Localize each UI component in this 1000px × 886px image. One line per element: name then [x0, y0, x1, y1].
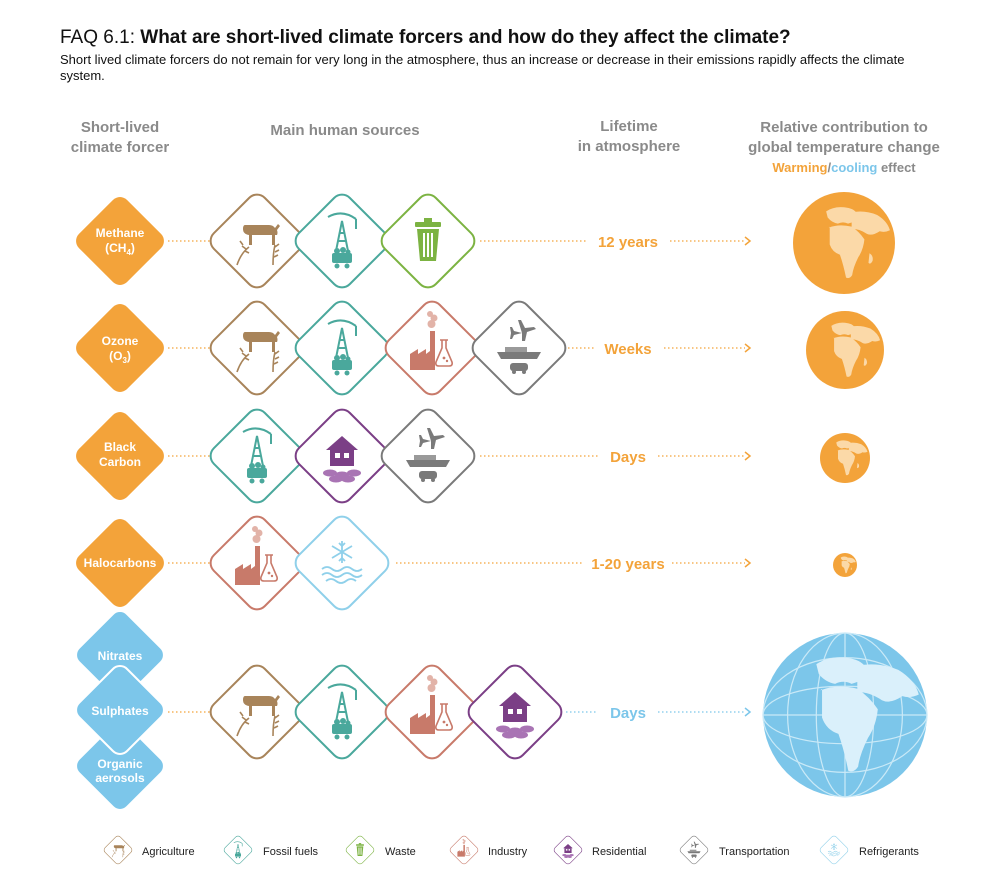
forcer-halocarbons-label: Halocarbons — [84, 556, 157, 570]
forcer-organic-aerosols: Organic aerosols — [75, 721, 165, 811]
agriculture-icon — [205, 296, 309, 400]
slash: / — [827, 160, 832, 175]
legend-item-agriculture: Agriculture — [102, 834, 195, 866]
header: FAQ 6.1: What are short-lived climate fo… — [60, 26, 960, 84]
column-header-lifetime-line2: in atmosphere — [577, 138, 681, 155]
column-header-forcer-line1: Short-lived — [80, 119, 160, 136]
waste-icon — [376, 189, 480, 293]
forcer-sulphates: Sulphates — [75, 665, 165, 755]
row-ozone: Ozone (O3) Weeks — [76, 296, 884, 400]
forcer-methane-line1: Methane — [96, 226, 145, 240]
column-header-contribution: Relative contribution to global temperat… — [720, 118, 968, 178]
residential-icon — [290, 404, 394, 508]
column-header-contribution-line2: global temperature change — [748, 139, 940, 156]
legend-label-refrigerants: Refrigerants — [859, 846, 919, 858]
residential-icon — [463, 660, 567, 764]
cooling-globe-aerosols — [763, 633, 927, 797]
industry-icon — [380, 660, 484, 764]
legend-label-transportation: Transportation — [719, 846, 790, 858]
fossil-fuels-icon — [290, 189, 394, 293]
column-header-sources-label: Main human sources — [270, 122, 420, 139]
forcer-organic-line1: Organic — [97, 757, 143, 771]
effect-key: Warming/cooling effect — [720, 158, 968, 178]
industry-icon — [380, 296, 484, 400]
forcer-black-carbon: Black Carbon — [76, 412, 164, 500]
column-header-forcer: Short-lived climate forcer — [40, 118, 200, 158]
column-header-sources: Main human sources — [230, 121, 460, 141]
legend-item-waste: Waste — [344, 834, 416, 866]
fossil-fuels-icon — [290, 296, 394, 400]
transportation-icon — [467, 296, 571, 400]
column-header-lifetime-line1: Lifetime — [600, 118, 658, 135]
legend-item-industry: Industry — [448, 834, 528, 866]
forcer-methane: Methane (CH4) — [76, 197, 164, 285]
column-header-lifetime: Lifetime in atmosphere — [550, 117, 708, 157]
forcer-black-carbon-line1: Black — [104, 440, 136, 454]
lifetime-ozone: Weeks — [604, 341, 651, 358]
legend-label-residential: Residential — [592, 846, 646, 858]
industry-icon — [205, 511, 309, 615]
page-title: FAQ 6.1: What are short-lived climate fo… — [60, 26, 960, 50]
legend-label-industry: Industry — [488, 846, 528, 858]
cooling-word: cooling — [831, 160, 878, 175]
forcer-nitrates-label: Nitrates — [98, 649, 143, 663]
row-black-carbon: Black Carbon Days — [76, 404, 870, 508]
row-methane: Methane (CH4) 12 years — [76, 189, 895, 294]
forcer-organic-line2: aerosols — [95, 771, 145, 785]
warming-word: Warming — [772, 160, 828, 175]
legend-item-refrigerants: Refrigerants — [818, 834, 919, 866]
warming-globe-halocarbons — [833, 553, 857, 577]
forcer-nitrates: Nitrates — [75, 610, 165, 700]
transportation-icon — [376, 404, 480, 508]
transportation-icon — [678, 834, 710, 866]
industry-icon — [448, 834, 480, 866]
legend-label-agriculture: Agriculture — [142, 846, 195, 858]
legend-item-fossil-fuels: Fossil fuels — [222, 834, 319, 866]
waste-icon — [344, 834, 376, 866]
lifetime-halocarbons: 1-20 years — [591, 556, 664, 573]
refrigerants-icon — [818, 834, 850, 866]
title-main: What are short-lived climate forcers and… — [140, 27, 791, 48]
title-prefix: FAQ 6.1: — [60, 27, 141, 48]
fossil-fuels-icon — [222, 834, 254, 866]
agriculture-icon — [205, 660, 309, 764]
agriculture-icon — [102, 834, 134, 866]
forcer-sulphates-label: Sulphates — [91, 704, 149, 718]
agriculture-icon — [205, 189, 309, 293]
legend-label-waste: Waste — [385, 846, 416, 858]
forcer-methane-formula: (CH4) — [105, 241, 135, 257]
row-aerosols: Organic aerosols Nitrates Sulphates Days — [75, 607, 927, 814]
warming-globe-methane — [793, 192, 895, 294]
column-header-forcer-line2: climate forcer — [70, 139, 170, 156]
page-subtitle: Short lived climate forcers do not remai… — [60, 52, 905, 83]
legend-label-fossil-fuels: Fossil fuels — [263, 846, 319, 858]
residential-icon — [552, 834, 584, 866]
lifetime-black-carbon: Days — [610, 449, 646, 466]
forcer-ozone-line1: Ozone — [102, 334, 139, 348]
column-header-contribution-line1: Relative contribution to — [760, 119, 928, 136]
effect-word: effect — [877, 160, 916, 175]
refrigerants-icon — [290, 511, 394, 615]
fossil-fuels-icon — [290, 660, 394, 764]
legend-item-transportation: Transportation — [678, 834, 790, 866]
warming-globe-black-carbon — [820, 433, 870, 483]
forcer-halocarbons: Halocarbons — [76, 519, 164, 607]
lifetime-aerosols: Days — [610, 705, 646, 722]
forcer-black-carbon-line2: Carbon — [99, 455, 141, 469]
lifetime-methane: 12 years — [598, 234, 658, 251]
legend-item-residential: Residential — [552, 834, 646, 866]
fossil-fuels-icon — [205, 404, 309, 508]
legend: Agriculture Fossil fuels Waste Industry … — [102, 834, 919, 866]
warming-globe-ozone — [806, 311, 884, 389]
row-halocarbons: Halocarbons 1-20 years — [76, 511, 857, 615]
forcer-ozone-formula: (O3) — [109, 349, 131, 365]
forcer-ozone: Ozone (O3) — [76, 304, 164, 392]
